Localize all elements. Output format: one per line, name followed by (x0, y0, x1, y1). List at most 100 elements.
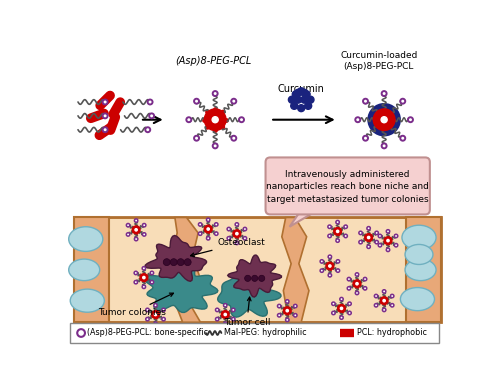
Polygon shape (218, 273, 281, 317)
Circle shape (384, 237, 392, 244)
Circle shape (304, 102, 312, 109)
Circle shape (356, 273, 358, 276)
Circle shape (374, 109, 395, 130)
Circle shape (186, 117, 192, 122)
FancyBboxPatch shape (70, 323, 439, 343)
Circle shape (348, 311, 352, 315)
Circle shape (184, 259, 191, 266)
Circle shape (334, 227, 342, 235)
Circle shape (294, 89, 302, 96)
Circle shape (206, 218, 210, 222)
Circle shape (252, 275, 258, 281)
Text: Tumor cell: Tumor cell (224, 297, 270, 327)
Circle shape (212, 144, 218, 148)
Circle shape (359, 231, 362, 235)
Circle shape (338, 305, 345, 312)
Text: (Asp)8-PEG-PCL: (Asp)8-PEG-PCL (176, 56, 252, 66)
Circle shape (371, 123, 378, 130)
Circle shape (134, 281, 138, 284)
Circle shape (102, 113, 108, 118)
Circle shape (383, 300, 386, 302)
Circle shape (286, 300, 289, 303)
Circle shape (290, 102, 298, 109)
Circle shape (294, 314, 297, 317)
Circle shape (236, 232, 238, 235)
Circle shape (336, 220, 340, 224)
Circle shape (204, 109, 226, 130)
Circle shape (387, 239, 389, 242)
Circle shape (134, 271, 138, 275)
Circle shape (224, 303, 227, 307)
Circle shape (216, 308, 219, 312)
Circle shape (150, 271, 154, 275)
Circle shape (140, 274, 148, 281)
Ellipse shape (405, 259, 436, 281)
Circle shape (227, 237, 230, 240)
Circle shape (243, 237, 246, 240)
Circle shape (216, 317, 219, 321)
Circle shape (132, 226, 140, 234)
Text: (Asp)8-PEG-PCL: bone-specific: (Asp)8-PEG-PCL: bone-specific (88, 329, 208, 338)
Circle shape (235, 241, 238, 244)
Circle shape (394, 234, 398, 238)
Circle shape (328, 234, 332, 238)
Circle shape (227, 227, 230, 231)
Circle shape (390, 123, 397, 130)
Circle shape (374, 303, 378, 307)
Circle shape (384, 105, 391, 112)
Polygon shape (228, 255, 281, 297)
Circle shape (332, 302, 335, 305)
Circle shape (382, 91, 386, 96)
Ellipse shape (400, 288, 434, 311)
Circle shape (390, 294, 394, 298)
Circle shape (102, 127, 108, 132)
Circle shape (286, 318, 289, 322)
Circle shape (363, 136, 368, 141)
Circle shape (154, 314, 156, 316)
Circle shape (394, 244, 398, 247)
Circle shape (381, 117, 387, 123)
Circle shape (244, 275, 251, 281)
Circle shape (364, 277, 367, 281)
Circle shape (336, 269, 340, 272)
Circle shape (232, 308, 235, 312)
Circle shape (239, 117, 244, 122)
Circle shape (353, 280, 361, 288)
Circle shape (142, 233, 146, 236)
Circle shape (294, 96, 302, 103)
Circle shape (298, 105, 304, 112)
Circle shape (204, 225, 212, 233)
Circle shape (214, 232, 218, 236)
Text: Mal-PEG: hydrophilic: Mal-PEG: hydrophilic (224, 329, 306, 338)
Circle shape (146, 308, 149, 312)
Circle shape (232, 317, 235, 321)
Circle shape (207, 228, 210, 230)
Polygon shape (144, 264, 218, 312)
Circle shape (375, 231, 378, 235)
Circle shape (148, 100, 152, 104)
Circle shape (369, 116, 376, 123)
Circle shape (235, 223, 238, 226)
Text: PCL: hydrophobic: PCL: hydrophobic (357, 329, 427, 338)
Circle shape (243, 227, 246, 231)
Circle shape (332, 311, 335, 315)
Circle shape (307, 96, 314, 103)
Circle shape (142, 267, 146, 270)
Circle shape (212, 91, 218, 96)
Bar (106, 219, 408, 320)
Circle shape (408, 117, 413, 122)
Circle shape (328, 225, 332, 229)
Circle shape (378, 234, 382, 238)
Circle shape (365, 234, 372, 241)
Circle shape (359, 241, 362, 244)
Circle shape (162, 308, 166, 312)
Circle shape (233, 230, 241, 237)
Circle shape (336, 230, 339, 232)
Circle shape (371, 109, 378, 116)
Ellipse shape (70, 289, 104, 312)
Circle shape (142, 223, 146, 227)
Text: Curcumin: Curcumin (278, 83, 324, 94)
Circle shape (340, 307, 342, 310)
Circle shape (134, 237, 138, 241)
Circle shape (400, 136, 405, 141)
